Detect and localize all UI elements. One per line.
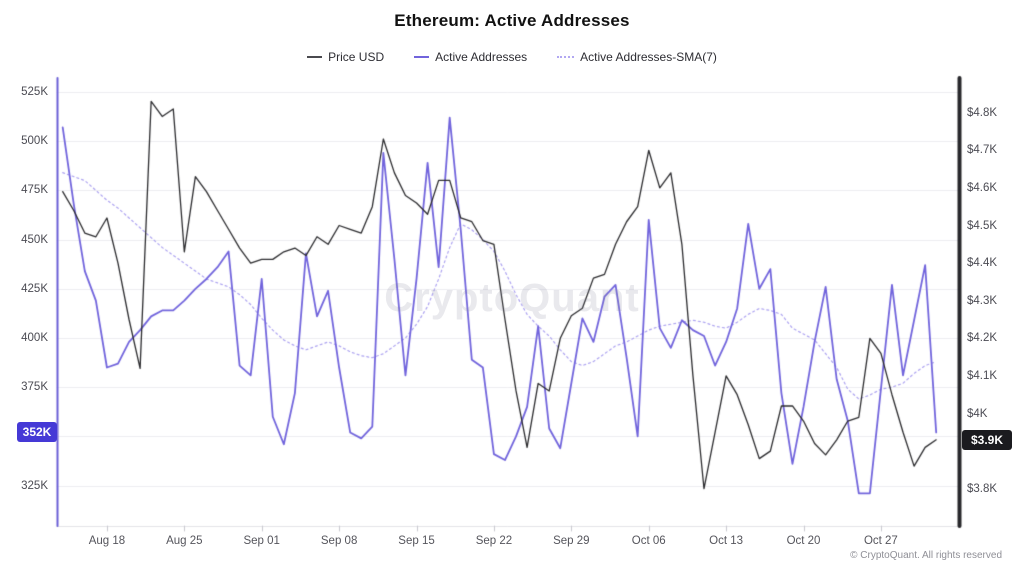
x-tick-label: Aug 25 <box>166 535 203 547</box>
y-right-tick-label: $4.6K <box>967 181 998 194</box>
y-right-tick-label: $3.8K <box>967 482 998 495</box>
current-value-badge-price: $3.9K <box>962 430 1012 450</box>
x-tick-label: Oct 06 <box>631 535 666 547</box>
x-tick-label: Sep 08 <box>320 535 358 547</box>
y-left-tick-label: 450K <box>21 233 48 246</box>
copyright-footer: © CryptoQuant. All rights reserved <box>850 550 1002 561</box>
y-left-tick-label: 475K <box>21 184 48 197</box>
y-right-tick-label: $4.2K <box>967 332 998 345</box>
y-left-tick-label: 425K <box>21 282 48 295</box>
x-tick-label: Oct 13 <box>709 535 744 547</box>
y-left-tick-label: 400K <box>21 332 48 344</box>
y-left-tick-label: 375K <box>21 381 48 394</box>
x-tick-label: Sep 01 <box>243 535 280 547</box>
y-right-tick-label: $4.8K <box>967 106 998 119</box>
y-right-tick-label: $4.3K <box>967 294 998 307</box>
y-left-tick-label: 325K <box>21 479 48 492</box>
x-tick-label: Sep 22 <box>475 535 513 547</box>
y-right-tick-label: $4.5K <box>967 219 998 232</box>
x-tick-label: Aug 18 <box>88 535 126 547</box>
y-right-tick-label: $4.7K <box>967 144 998 157</box>
y-left-tick-label: 525K <box>21 86 48 98</box>
current-value-badge-active-addresses: 352K <box>17 422 57 442</box>
x-tick-label: Sep 29 <box>553 535 590 547</box>
x-tick-label: Oct 27 <box>863 535 898 547</box>
y-right-tick-label: $4K <box>967 407 988 420</box>
y-right-tick-label: $4.4K <box>967 257 998 270</box>
y-right-tick-label: $4.1K <box>967 369 998 382</box>
x-tick-label: Oct 20 <box>786 535 821 547</box>
x-tick-label: Sep 15 <box>398 535 435 547</box>
y-left-tick-label: 500K <box>21 135 48 148</box>
